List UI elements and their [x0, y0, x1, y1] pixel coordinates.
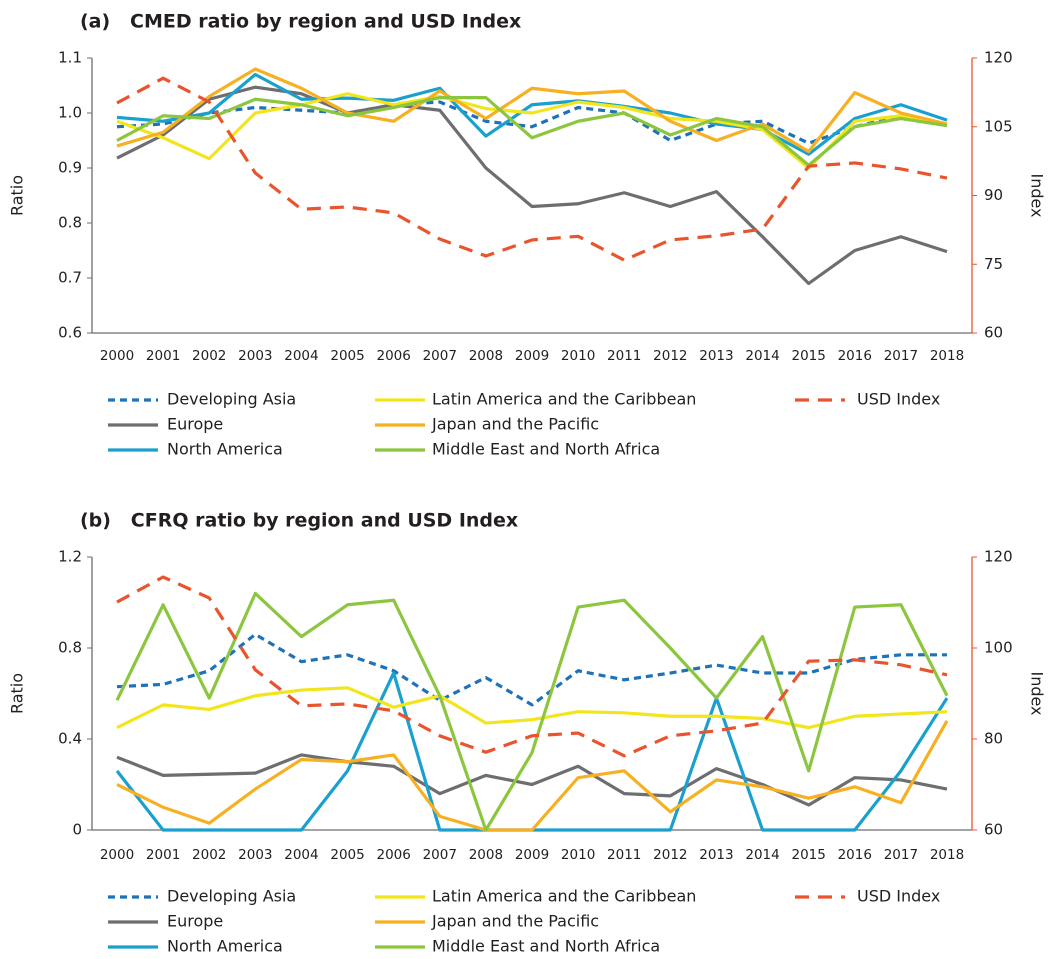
x-tick-label: 2000: [100, 348, 134, 364]
y2-tick-label: 80: [984, 730, 1003, 748]
x-tick-label: 2002: [192, 847, 226, 863]
x-tick-label: 2001: [146, 348, 180, 364]
x-tick-label: 2007: [423, 847, 457, 863]
chart-title: (a) CMED ratio by region and USD Index: [80, 11, 521, 33]
x-tick-label: 2003: [238, 348, 272, 364]
y2-tick-label: 60: [984, 324, 1003, 342]
y-tick-label: 1.1: [58, 49, 82, 67]
x-tick-label: 2006: [376, 847, 410, 863]
y2-tick-label: 100: [984, 639, 1013, 657]
y2-tick-label: 120: [984, 548, 1013, 566]
x-tick-label: 2015: [791, 847, 825, 863]
legend-label: Middle East and North Africa: [432, 937, 660, 956]
y-tick-label: 0.8: [58, 639, 82, 657]
x-tick-label: 2016: [838, 847, 872, 863]
x-tick-label: 2009: [515, 847, 549, 863]
legend-label: USD Index: [857, 390, 940, 409]
x-tick-label: 2017: [884, 348, 918, 364]
x-tick-label: 2008: [469, 348, 503, 364]
x-tick-label: 2006: [376, 348, 410, 364]
x-tick-label: 2018: [930, 847, 964, 863]
x-tick-label: 2016: [838, 348, 872, 364]
x-tick-label: 2017: [884, 847, 918, 863]
x-tick-label: 2012: [653, 348, 687, 364]
legend-label: Latin America and the Caribbean: [432, 390, 696, 409]
y2-tick-label: 60: [984, 821, 1003, 839]
y2-axis-label: Index: [1028, 173, 1047, 217]
y2-tick-label: 90: [984, 186, 1003, 204]
x-tick-label: 2011: [607, 348, 641, 364]
x-tick-label: 2010: [561, 847, 595, 863]
y-tick-label: 0: [72, 821, 82, 839]
x-tick-label: 2002: [192, 348, 226, 364]
x-tick-label: 2004: [284, 348, 318, 364]
series-line: [116, 753, 948, 807]
y2-tick-label: 75: [984, 255, 1003, 273]
legend-label: Japan and the Pacific: [431, 415, 599, 434]
x-tick-label: 2015: [791, 348, 825, 364]
x-tick-label: 2014: [745, 348, 779, 364]
x-tick-label: 2009: [515, 348, 549, 364]
legend-label: Europe: [167, 415, 223, 434]
x-tick-label: 2010: [561, 348, 595, 364]
legend-label: Middle East and North Africa: [432, 440, 660, 459]
y-axis-label: Ratio: [8, 673, 27, 714]
x-tick-label: 2005: [330, 847, 364, 863]
x-tick-label: 2011: [607, 847, 641, 863]
y-tick-label: 0.8: [58, 214, 82, 232]
series-line: [116, 720, 949, 832]
x-tick-label: 2003: [238, 847, 272, 863]
series-line: [116, 67, 948, 154]
y2-tick-label: 105: [984, 117, 1013, 135]
series-line: [116, 85, 948, 286]
x-tick-label: 2004: [284, 847, 318, 863]
chart-title: (b) CFRQ ratio by region and USD Index: [80, 510, 518, 532]
y-tick-label: 0.6: [58, 324, 82, 342]
x-tick-label: 2008: [469, 847, 503, 863]
legend-label: Latin America and the Caribbean: [432, 887, 696, 906]
series-line: [116, 76, 948, 262]
legend-label: North America: [167, 440, 283, 459]
y-axis-label: Ratio: [8, 175, 27, 216]
series-line: [116, 575, 948, 758]
x-tick-label: 2014: [745, 847, 779, 863]
legend-label: North America: [167, 937, 283, 956]
y-tick-label: 0.4: [58, 730, 82, 748]
legend-label: Europe: [167, 912, 223, 931]
x-tick-label: 2001: [146, 847, 180, 863]
y2-axis-label: Index: [1028, 671, 1047, 715]
legend-label: Japan and the Pacific: [431, 912, 599, 931]
x-tick-label: 2012: [653, 847, 687, 863]
legend-label: USD Index: [857, 887, 940, 906]
y-tick-label: 0.9: [58, 159, 82, 177]
x-tick-label: 2013: [699, 348, 733, 364]
y-tick-label: 1.0: [58, 104, 82, 122]
legend-label: Developing Asia: [167, 390, 296, 409]
y-tick-label: 0.7: [58, 269, 82, 287]
y-tick-label: 1.2: [58, 548, 82, 566]
series-line: [116, 100, 948, 145]
series-line: [116, 632, 947, 707]
x-tick-label: 2005: [330, 348, 364, 364]
series-line: [116, 686, 948, 730]
x-tick-label: 2000: [100, 847, 134, 863]
x-tick-label: 2018: [930, 348, 964, 364]
legend-label: Developing Asia: [167, 887, 296, 906]
series-line: [116, 72, 948, 156]
x-tick-label: 2013: [699, 847, 733, 863]
series-line: [115, 591, 949, 832]
y2-tick-label: 120: [984, 49, 1013, 67]
x-tick-label: 2007: [423, 348, 457, 364]
